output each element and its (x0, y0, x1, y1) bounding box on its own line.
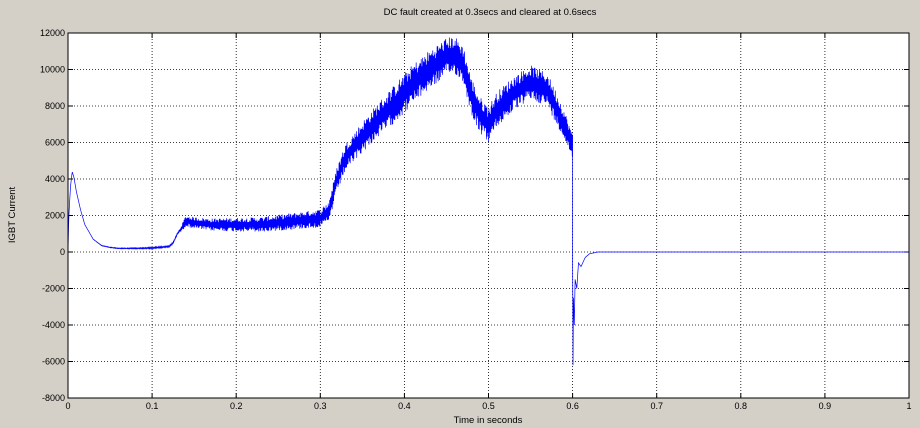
x-tick-label: 0.6 (566, 401, 579, 411)
x-tick-label: 0 (65, 401, 70, 411)
y-tick-label: -2000 (42, 284, 65, 294)
y-tick-label: 6000 (45, 138, 65, 148)
y-tick-label: -8000 (42, 393, 65, 403)
y-tick-labels: -8000 -6000 -4000 -2000 0 2000 4000 6000 8000 100… (40, 28, 65, 403)
y-tick-label: -6000 (42, 357, 65, 367)
y-tick-label: 8000 (45, 101, 65, 111)
y-axis-label: IGBT Current (7, 186, 18, 243)
x-tick-label: 0.8 (735, 401, 748, 411)
y-tick-label: 2000 (45, 211, 65, 221)
x-tick-label: 0.9 (819, 401, 832, 411)
x-tick-labels: 0 0.1 0.2 0.3 0.4 0.5 0.6 0.7 0.8 0.9 1 (65, 401, 911, 411)
x-tick-label: 0.3 (314, 401, 327, 411)
x-tick-label: 0.2 (230, 401, 243, 411)
chart-title: DC fault created at 0.3secs and cleared … (384, 7, 597, 18)
x-tick-label: 0.7 (650, 401, 663, 411)
x-tick-label: 0.4 (398, 401, 411, 411)
y-tick-label: 10000 (40, 65, 65, 75)
x-axis-label: Time in seconds (454, 415, 523, 426)
x-tick-label: 0.5 (482, 401, 495, 411)
x-tick-label: 1 (906, 401, 911, 411)
y-tick-label: 0 (60, 247, 65, 257)
y-tick-label: 12000 (40, 28, 65, 38)
y-tick-label: -4000 (42, 320, 65, 330)
x-tick-label: 0.1 (146, 401, 159, 411)
series-line-igbt-current (67, 37, 909, 366)
y-tick-label: 4000 (45, 174, 65, 184)
axes-frame (67, 32, 910, 399)
